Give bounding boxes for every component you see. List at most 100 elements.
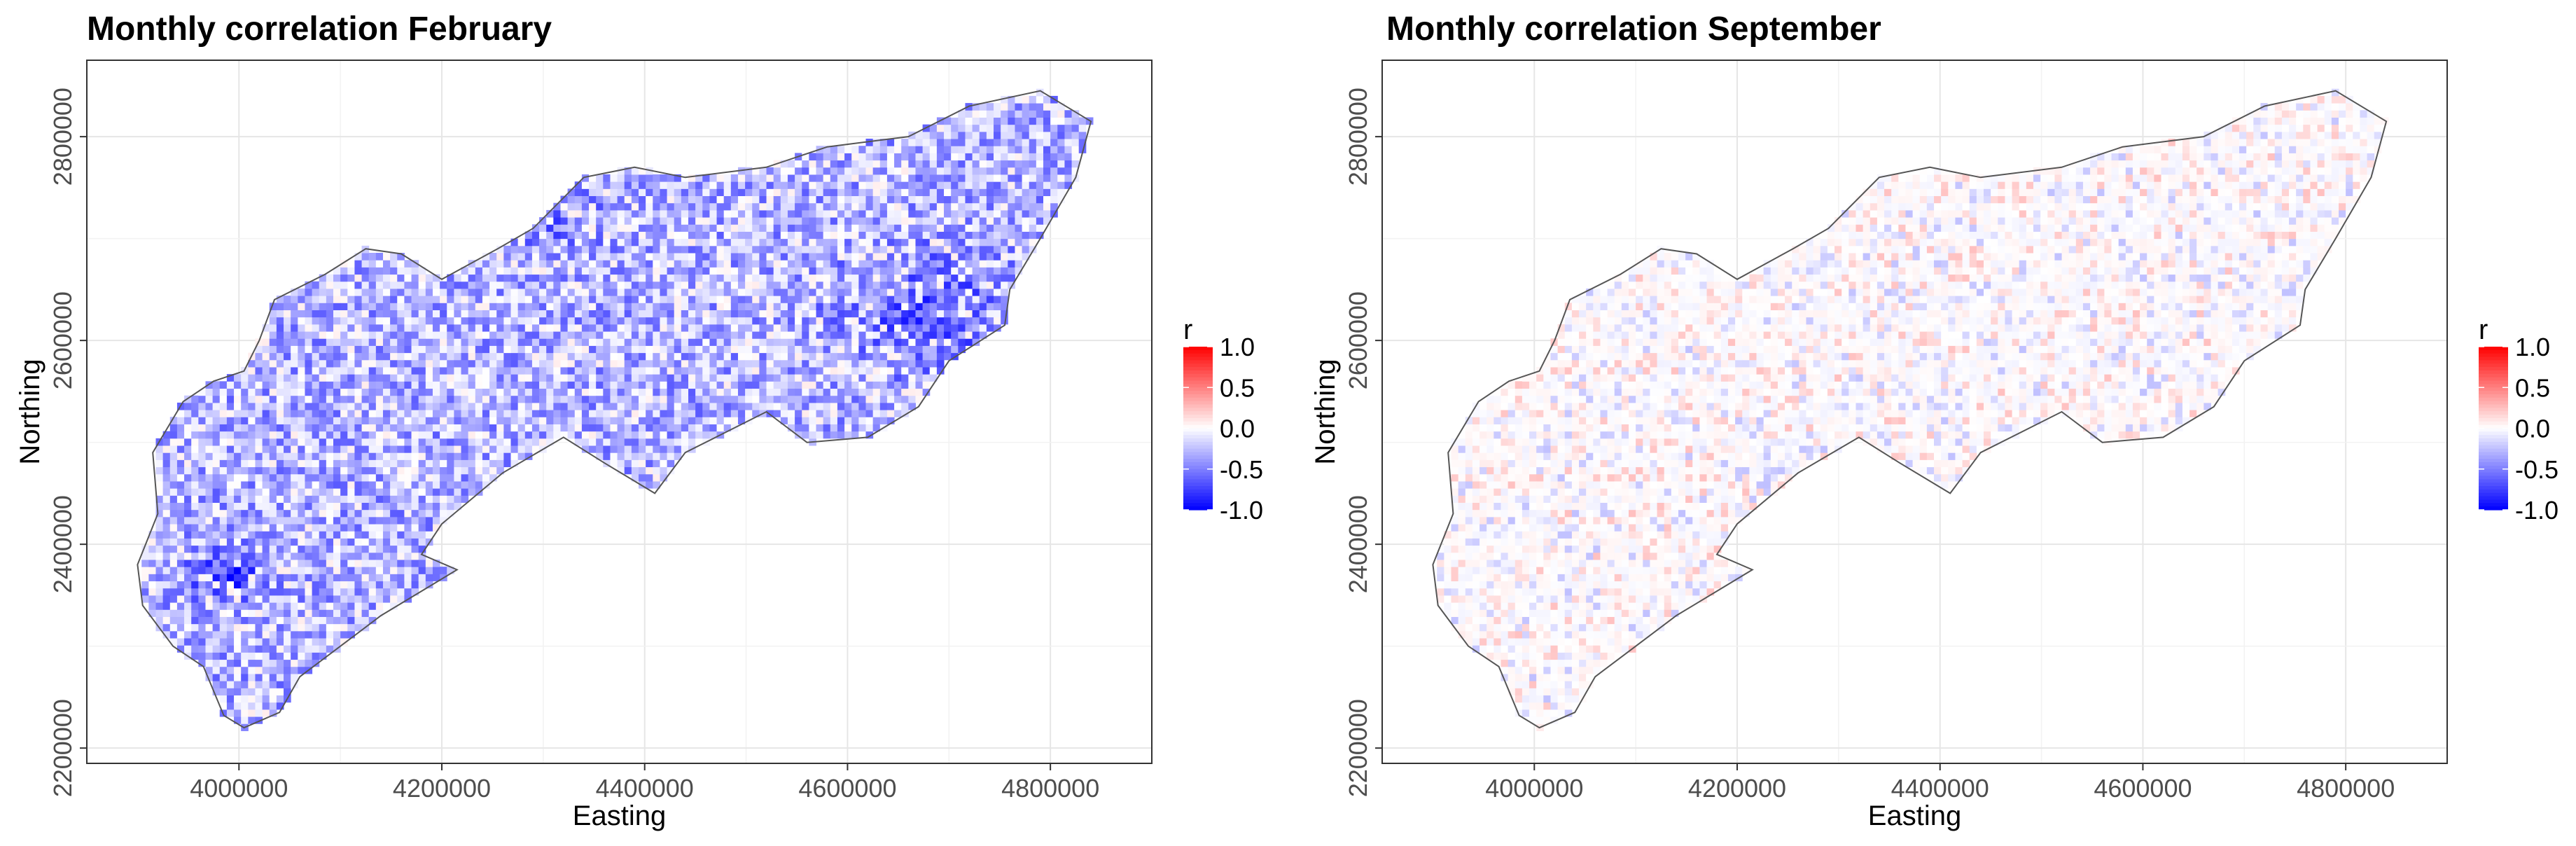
raster-cell — [524, 452, 533, 460]
raster-cell — [276, 374, 284, 382]
raster-cell — [787, 267, 795, 275]
raster-cell — [730, 381, 739, 389]
raster-cell — [276, 410, 284, 417]
raster-cell — [169, 480, 178, 489]
raster-cell — [489, 402, 497, 410]
raster-cell — [291, 359, 298, 368]
raster-cell — [702, 324, 710, 332]
raster-cell — [496, 317, 504, 325]
raster-cell — [915, 174, 924, 182]
raster-cell — [454, 288, 462, 296]
raster-cell — [1001, 303, 1008, 310]
raster-cell — [553, 359, 561, 368]
raster-cell — [291, 524, 298, 532]
raster-cell — [603, 424, 611, 432]
raster-cell — [368, 616, 377, 625]
raster-cell — [184, 509, 192, 518]
raster-cell — [631, 260, 639, 268]
raster-cell — [816, 324, 824, 332]
raster-cell — [291, 552, 298, 560]
raster-cell — [624, 331, 632, 339]
raster-cell — [248, 431, 256, 439]
raster-cell — [368, 524, 377, 532]
raster-cell — [382, 317, 391, 325]
raster-cell — [894, 160, 902, 168]
raster-cell — [929, 345, 938, 354]
raster-cell — [305, 595, 313, 603]
raster-cell — [589, 202, 597, 211]
raster-cell — [596, 345, 604, 354]
raster-cell — [234, 410, 242, 417]
raster-cell — [496, 374, 504, 382]
raster-cell — [681, 352, 689, 361]
raster-cell — [674, 359, 682, 368]
raster-cell — [397, 253, 405, 261]
raster-cell — [319, 274, 327, 282]
raster-cell — [340, 545, 348, 553]
raster-cell — [958, 153, 966, 161]
raster-cell — [929, 209, 938, 218]
raster-cell — [390, 324, 398, 332]
raster-cell — [1001, 274, 1008, 282]
raster-cell — [617, 317, 625, 325]
raster-cell — [262, 338, 270, 346]
raster-cell — [524, 417, 533, 424]
raster-cell — [958, 202, 966, 211]
raster-cell — [340, 602, 348, 610]
raster-cell — [411, 374, 419, 382]
raster-cell — [234, 502, 242, 511]
raster-cell — [730, 402, 739, 410]
raster-cell — [716, 417, 725, 424]
raster-cell — [440, 345, 447, 354]
raster-cell — [667, 466, 675, 475]
raster-cell — [404, 452, 412, 460]
raster-cell — [305, 424, 313, 432]
raster-cell — [390, 296, 398, 303]
raster-cell — [390, 502, 398, 511]
raster-cell — [390, 545, 398, 553]
raster-cell — [205, 402, 214, 410]
raster-cell — [844, 424, 852, 432]
raster-cell — [653, 459, 660, 468]
raster-cell — [347, 310, 355, 318]
raster-cell — [418, 480, 426, 489]
raster-cell — [155, 466, 164, 475]
raster-cell — [1008, 195, 1015, 204]
raster-cell — [291, 424, 298, 432]
raster-cell — [773, 267, 781, 275]
raster-cell — [312, 324, 320, 332]
raster-cell — [312, 431, 320, 439]
raster-cell — [922, 388, 931, 396]
raster-cell — [837, 345, 845, 354]
raster-cell — [879, 167, 888, 175]
raster-cell — [248, 716, 256, 724]
raster-cell — [397, 545, 405, 553]
raster-cell — [737, 303, 746, 310]
raster-cell — [319, 338, 327, 346]
raster-cell — [454, 281, 462, 289]
raster-cell — [610, 352, 618, 361]
raster-cell — [596, 445, 604, 453]
raster-cell — [922, 188, 931, 197]
raster-cell — [809, 217, 817, 225]
raster-cell — [382, 274, 391, 282]
raster-cell — [567, 388, 576, 396]
raster-cell — [248, 366, 256, 375]
raster-cell — [269, 488, 277, 496]
raster-cell — [581, 188, 590, 197]
raster-cell — [894, 195, 902, 204]
raster-cell — [198, 431, 206, 439]
raster-cell — [305, 574, 313, 582]
raster-cell — [461, 303, 469, 310]
raster-cell — [610, 310, 618, 318]
raster-cell — [709, 431, 718, 439]
raster-cell — [531, 224, 540, 232]
raster-cell — [886, 146, 895, 153]
raster-cell — [397, 324, 405, 332]
raster-cell — [858, 238, 867, 247]
raster-cell — [361, 417, 370, 424]
raster-cell — [539, 359, 547, 368]
raster-cell — [589, 388, 597, 396]
raster-cell — [404, 431, 412, 439]
raster-cell — [262, 623, 270, 632]
